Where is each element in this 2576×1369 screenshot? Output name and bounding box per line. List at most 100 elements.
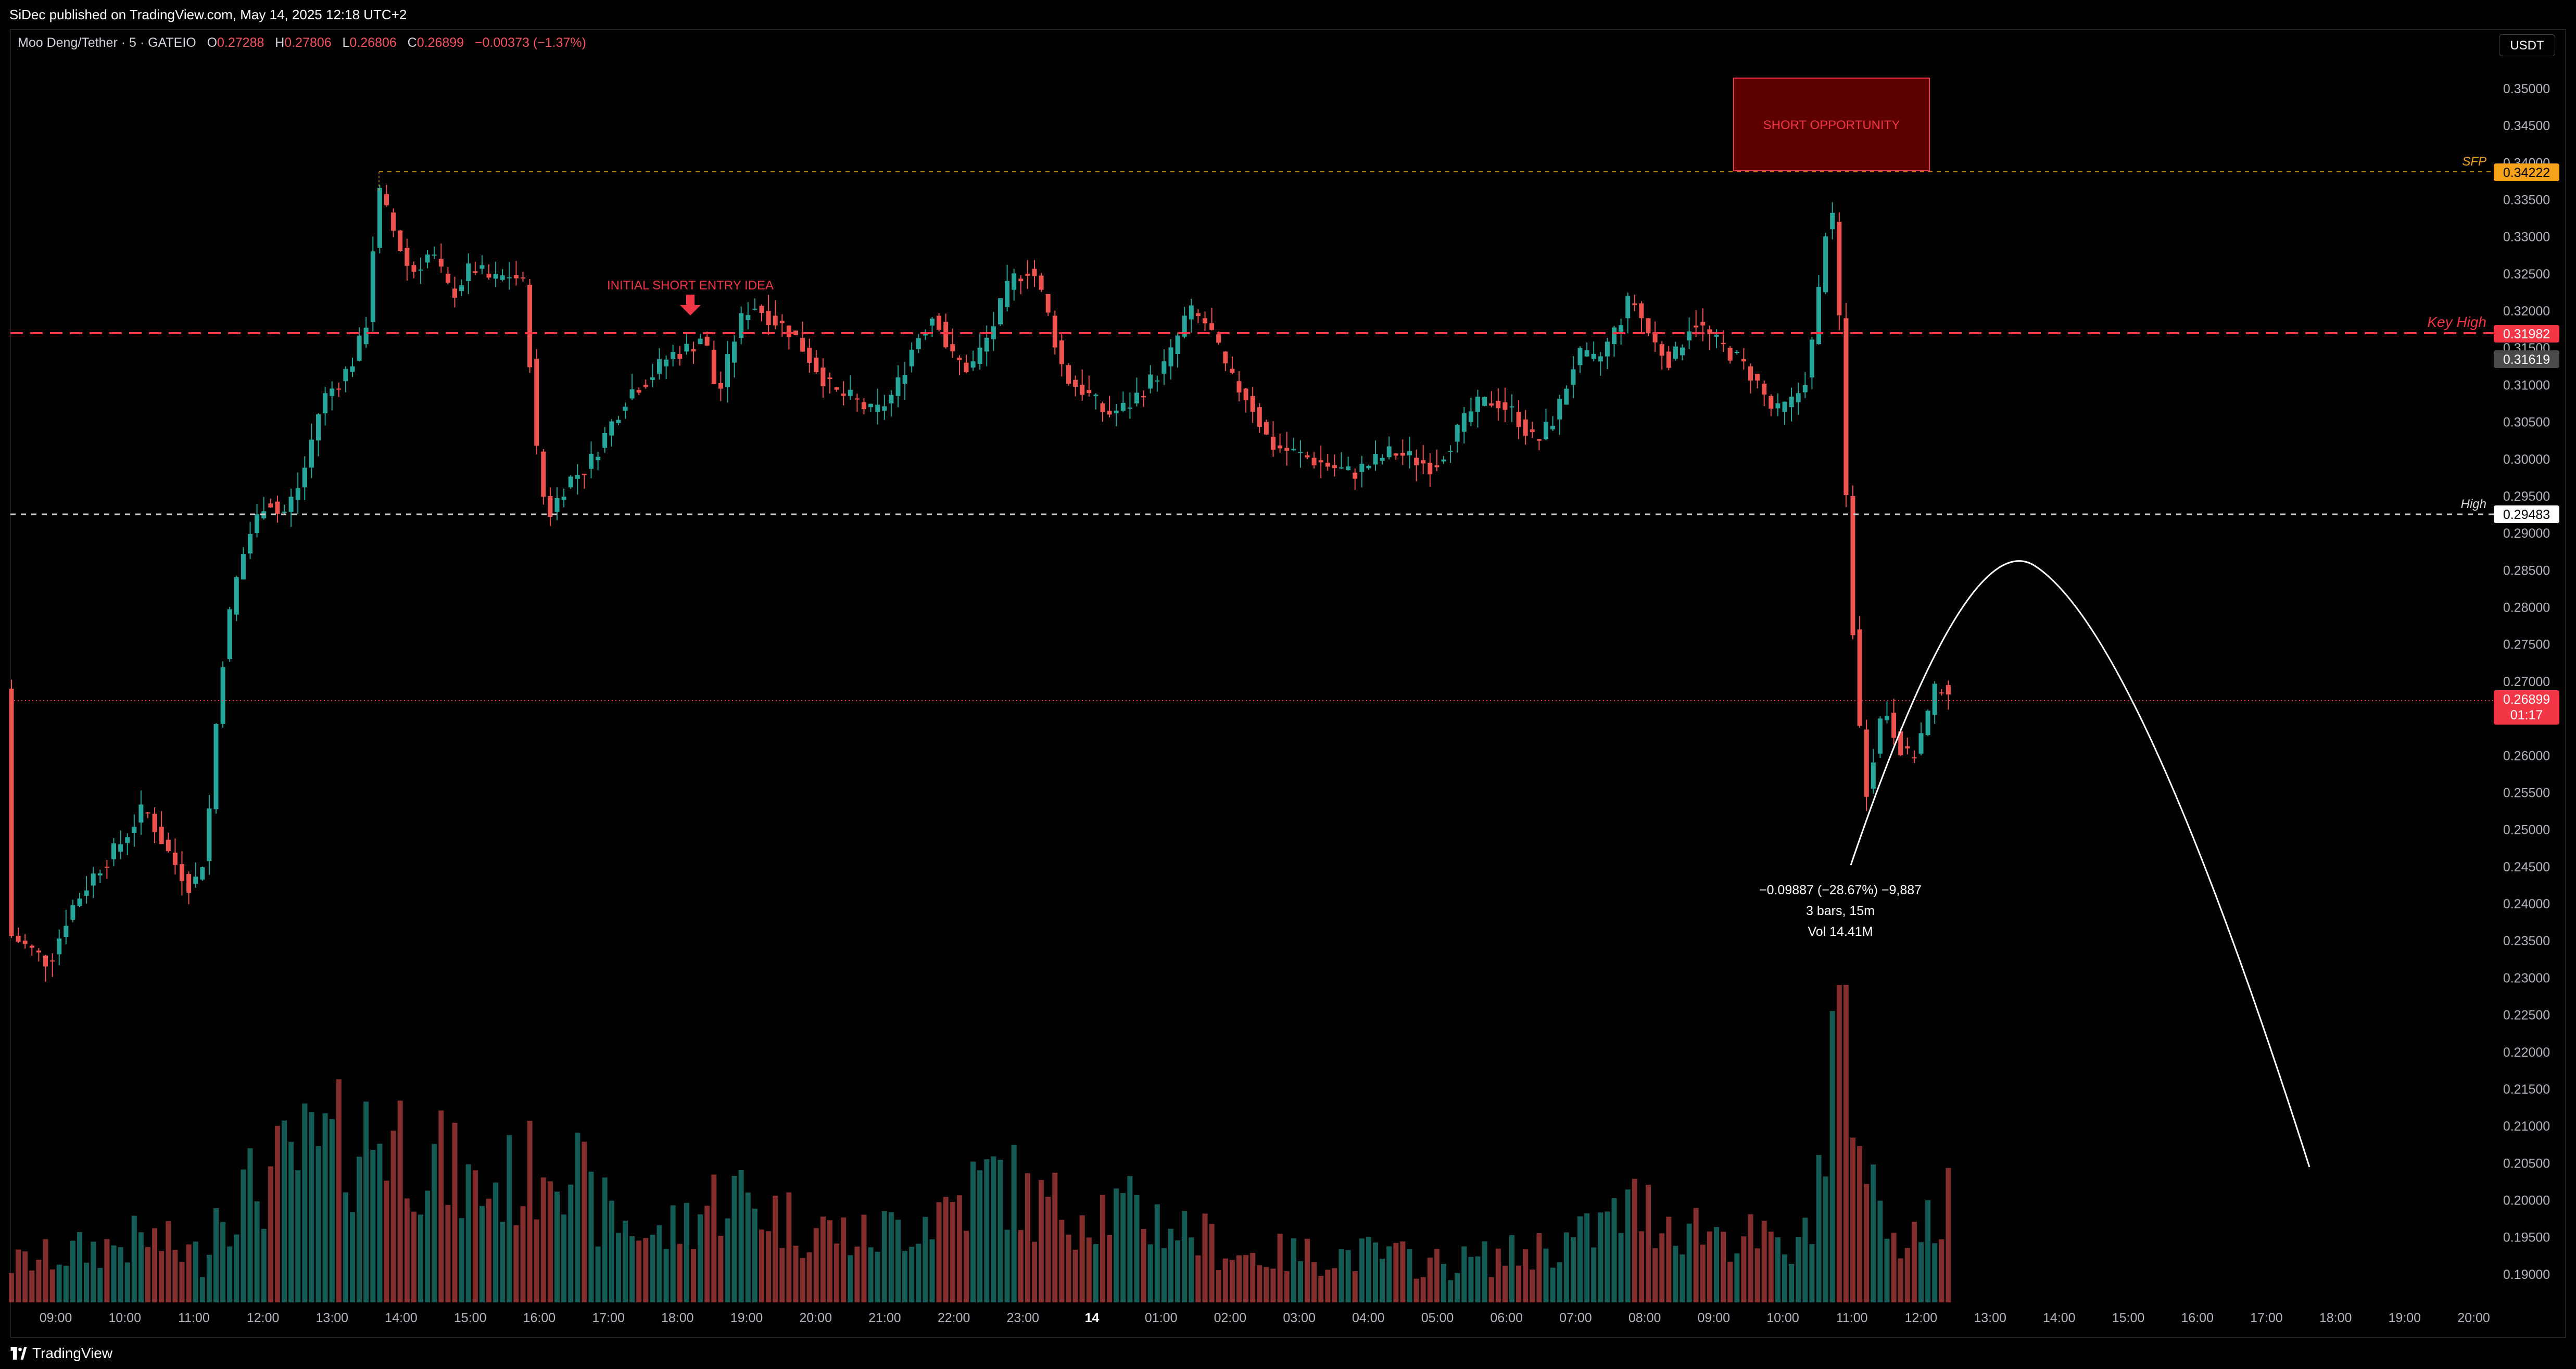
candle-body: [391, 212, 396, 231]
volume-bar: [1768, 1232, 1774, 1302]
price-axis-tick: 0.22500: [2503, 1008, 2550, 1023]
volume-bar: [1809, 1244, 1815, 1302]
time-axis-tick: 05:00: [1421, 1311, 1454, 1325]
candle-body: [1782, 401, 1787, 412]
volume-bar: [131, 1215, 137, 1302]
candle-body: [862, 402, 866, 410]
high-price-tag-text: 0.29483: [2503, 508, 2550, 522]
candle-body: [1087, 389, 1092, 394]
candle-body: [1557, 398, 1562, 420]
candle-body: [398, 230, 403, 251]
open-label: O: [207, 35, 218, 50]
candle-body: [868, 403, 874, 408]
candle-body: [213, 724, 219, 809]
candle-body: [1741, 359, 1746, 362]
candle-body: [977, 347, 982, 364]
footer-brand[interactable]: TradingView: [32, 1345, 113, 1361]
currency-button[interactable]: USDT: [2499, 34, 2555, 56]
volume-bar: [97, 1267, 103, 1302]
candle-body: [186, 874, 192, 893]
candle-body: [295, 488, 300, 500]
candle-body: [336, 388, 342, 390]
candle-body: [1305, 455, 1310, 458]
volume-bar: [1059, 1220, 1065, 1302]
tradingview-logo-icon[interactable]: [10, 1347, 27, 1360]
price-axis-tick: 0.25500: [2503, 785, 2550, 800]
candle-body: [1264, 422, 1269, 435]
volume-bar: [234, 1234, 239, 1302]
candle-body: [418, 269, 423, 271]
candle-body: [1025, 273, 1030, 276]
volume-bar: [56, 1264, 62, 1302]
candle-body: [800, 338, 805, 352]
price-axis-tick: 0.28500: [2503, 563, 2550, 578]
volume-bar: [357, 1156, 362, 1302]
volume-bar: [1393, 1243, 1399, 1302]
candle-body: [500, 275, 505, 280]
volume-bar: [1754, 1248, 1760, 1302]
candle-body: [445, 273, 450, 283]
candle-body: [438, 259, 444, 267]
volume-bar: [472, 1170, 478, 1302]
volume-bar: [1714, 1227, 1719, 1302]
volume-bar: [582, 1142, 587, 1302]
candle-body: [1039, 275, 1044, 290]
volume-bar: [1864, 1184, 1870, 1302]
volume-bar: [493, 1182, 499, 1302]
candle-body: [691, 349, 696, 352]
candle-body: [1400, 452, 1405, 456]
candle-body: [732, 341, 737, 363]
volume-bar: [295, 1170, 301, 1302]
volume-bar: [1850, 1137, 1855, 1302]
volume-bar: [397, 1100, 403, 1302]
footer-bar: TradingView: [0, 1338, 2576, 1369]
candle-body: [1707, 329, 1712, 334]
volume-bar: [1189, 1237, 1194, 1302]
candle-body: [711, 349, 716, 384]
candles: [9, 184, 1951, 982]
ohlc-legend: Moo Deng/Tether · 5 · GATEIO O0.27288 H0…: [18, 35, 586, 50]
candle-body: [1837, 222, 1842, 315]
volume-bar: [1154, 1204, 1160, 1302]
candle-body: [309, 439, 314, 468]
candle-body: [1632, 303, 1637, 306]
volume-bar: [909, 1247, 915, 1302]
symbol-name[interactable]: Moo Deng/Tether · 5 · GATEIO: [18, 35, 196, 50]
volume-bar: [1570, 1237, 1576, 1302]
volume-bar: [1632, 1178, 1637, 1302]
volume-bar: [241, 1169, 246, 1302]
candle-body: [370, 251, 375, 322]
volume-bar: [615, 1233, 621, 1302]
volume-bar: [213, 1208, 219, 1302]
candle-body: [1775, 403, 1781, 409]
candle-body: [97, 873, 103, 876]
volume-bar: [1536, 1233, 1542, 1302]
candle-body: [725, 354, 730, 388]
volume-bar: [1516, 1265, 1522, 1302]
volume-bar: [1523, 1249, 1529, 1302]
candle-body: [1271, 437, 1276, 450]
candle-body: [541, 451, 546, 497]
volume-bar: [179, 1261, 185, 1302]
candle-body: [248, 534, 252, 554]
candle-body: [193, 877, 198, 884]
candle-body: [1509, 406, 1514, 408]
volume-bar: [343, 1192, 348, 1302]
volume-bar: [943, 1197, 949, 1302]
candle-body: [343, 369, 348, 382]
candle-body: [22, 941, 28, 944]
candle-body: [29, 945, 34, 948]
candle-body: [752, 309, 757, 310]
price-axis-tick: 0.34500: [2503, 119, 2550, 133]
candle-body: [1905, 746, 1910, 749]
volume-bar: [438, 1110, 444, 1302]
volume-bar: [1114, 1188, 1119, 1302]
volume-bar: [1877, 1200, 1883, 1302]
volume-bar: [350, 1212, 355, 1302]
measure-bars-text: 3 bars, 15m: [1806, 904, 1875, 918]
candle-body: [739, 313, 744, 338]
volume-bar: [282, 1120, 287, 1302]
volume-bar: [1359, 1238, 1365, 1302]
volume-bar: [1039, 1180, 1044, 1302]
